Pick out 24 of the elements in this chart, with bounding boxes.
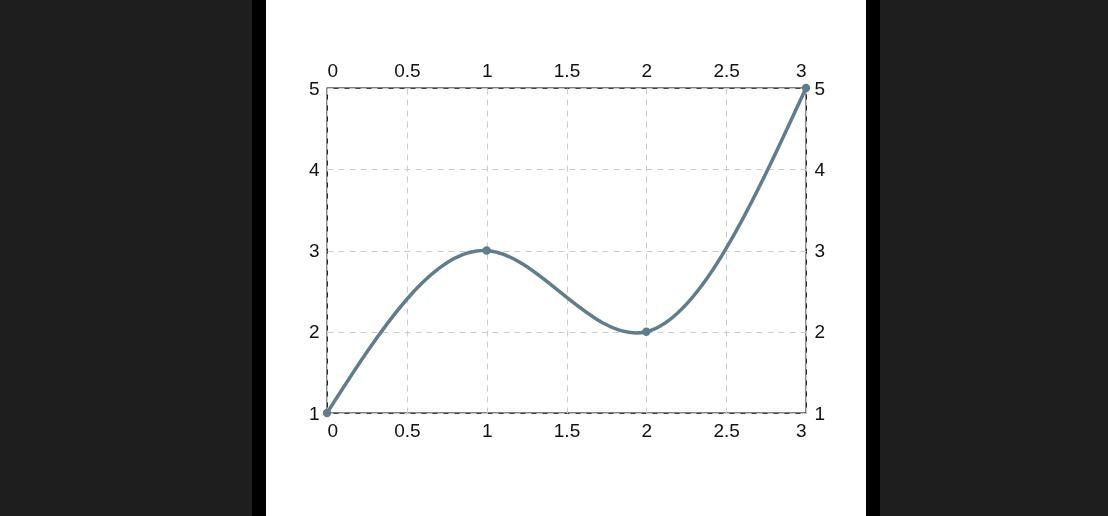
y-tick-label: 2 (308, 321, 320, 343)
x2-tick-label: 1.5 (553, 59, 581, 81)
y2-tick-label: 3 (814, 240, 826, 261)
x2-tick-label: 3 (795, 59, 807, 81)
x-tick-label: 2.5 (713, 419, 740, 441)
y-tick-label: 5 (308, 77, 320, 99)
x2-tick-label: 0 (327, 59, 339, 81)
y-tick-label: 4 (308, 158, 320, 180)
y-tick-label: 3 (308, 240, 320, 261)
x-tick-label: 0.5 (394, 419, 421, 441)
x2-tick-label: 1 (481, 59, 493, 81)
y2-tick-label: 4 (814, 158, 826, 180)
x2-tick-label: 2 (641, 59, 653, 81)
x2-tick-label: 2.5 (713, 59, 740, 81)
y-tick-label: 1 (308, 402, 320, 424)
y2-tick-label: 1 (814, 402, 826, 424)
y2-tick-label: 2 (814, 321, 826, 343)
x-tick-label: 2 (641, 419, 653, 441)
x-tick-label: 3 (795, 419, 807, 441)
x2-tick-label: 0.5 (394, 59, 421, 81)
x-tick-label: 1 (481, 419, 493, 441)
x-tick-label: 1.5 (553, 419, 581, 441)
y2-tick-label: 5 (814, 77, 826, 99)
x-tick-label: 0 (327, 419, 339, 441)
